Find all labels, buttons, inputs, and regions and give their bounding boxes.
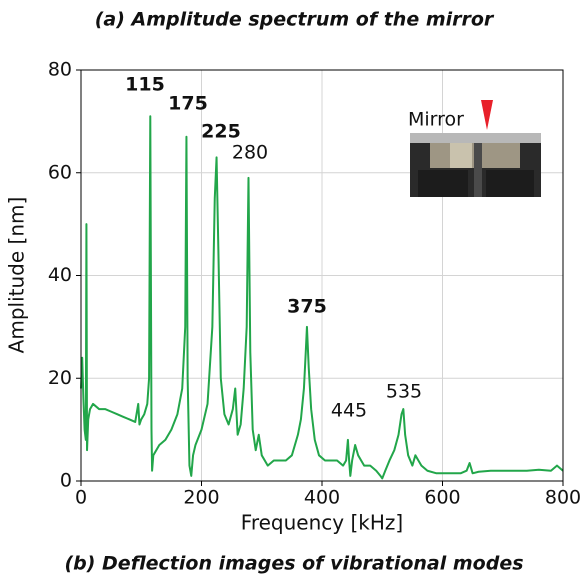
y-tick-label: 60 <box>48 161 72 183</box>
inset-label: Mirror <box>408 109 464 131</box>
peak-label: 375 <box>287 296 327 318</box>
spectrum-line <box>80 115 564 480</box>
peak-label: 225 <box>201 121 241 143</box>
peak-label: 175 <box>168 93 208 115</box>
caption: (b) Deflection images of vibrational mod… <box>64 553 523 575</box>
y-tick-label: 0 <box>60 470 72 492</box>
x-tick-label: 200 <box>183 487 219 509</box>
peak-label: 280 <box>232 142 268 164</box>
plot-frame <box>80 69 564 482</box>
y-tick-label: 80 <box>48 59 72 81</box>
x-tick-label: 400 <box>304 487 340 509</box>
plot-layer <box>76 69 564 486</box>
inset-photo <box>410 100 541 197</box>
peak-label: 115 <box>125 74 165 96</box>
x-tick-label: 800 <box>545 487 581 509</box>
x-tick-label: 600 <box>424 487 460 509</box>
x-axis-label: Frequency [kHz] <box>241 511 403 535</box>
y-tick-label: 40 <box>48 264 72 286</box>
x-tick-label: 0 <box>75 487 87 509</box>
peak-label: 445 <box>331 400 367 422</box>
y-axis-label: Amplitude [nm] <box>5 197 29 354</box>
y-tick-label: 20 <box>48 367 72 389</box>
chart-title: (a) Amplitude spectrum of the mirror <box>95 9 495 31</box>
peak-label: 535 <box>386 381 422 403</box>
